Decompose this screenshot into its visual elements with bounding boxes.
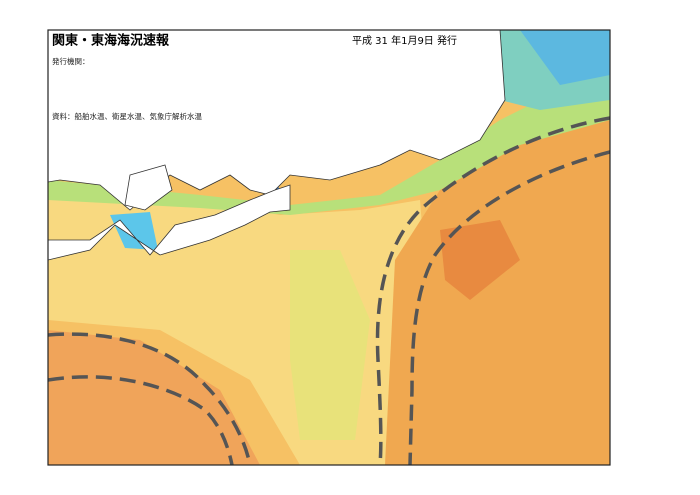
bay bbox=[110, 212, 158, 250]
sea-zone bbox=[385, 110, 610, 465]
source: 資料：船舶水温、衛星水温、気象庁解析水温 bbox=[52, 111, 202, 121]
sea-zone bbox=[290, 250, 370, 440]
map-frame bbox=[47, 29, 611, 466]
land bbox=[48, 184, 291, 261]
island bbox=[124, 164, 173, 211]
issuers: 発行機関： 資料：船舶水温、衛星水温、気象庁解析水温 bbox=[52, 56, 202, 121]
coastal-zone bbox=[48, 60, 610, 215]
kuroshio-axis bbox=[48, 116, 610, 465]
header-box bbox=[49, 31, 474, 50]
cold-zone bbox=[520, 30, 610, 85]
sea-zone bbox=[440, 220, 520, 300]
date: 平成 31 年1月9日 発行 bbox=[352, 34, 457, 47]
issuer-label: 発行機関： bbox=[52, 56, 90, 66]
sea-zone bbox=[48, 330, 260, 465]
map-body bbox=[48, 30, 610, 465]
title: 関東・東海海況速報 bbox=[52, 33, 170, 49]
